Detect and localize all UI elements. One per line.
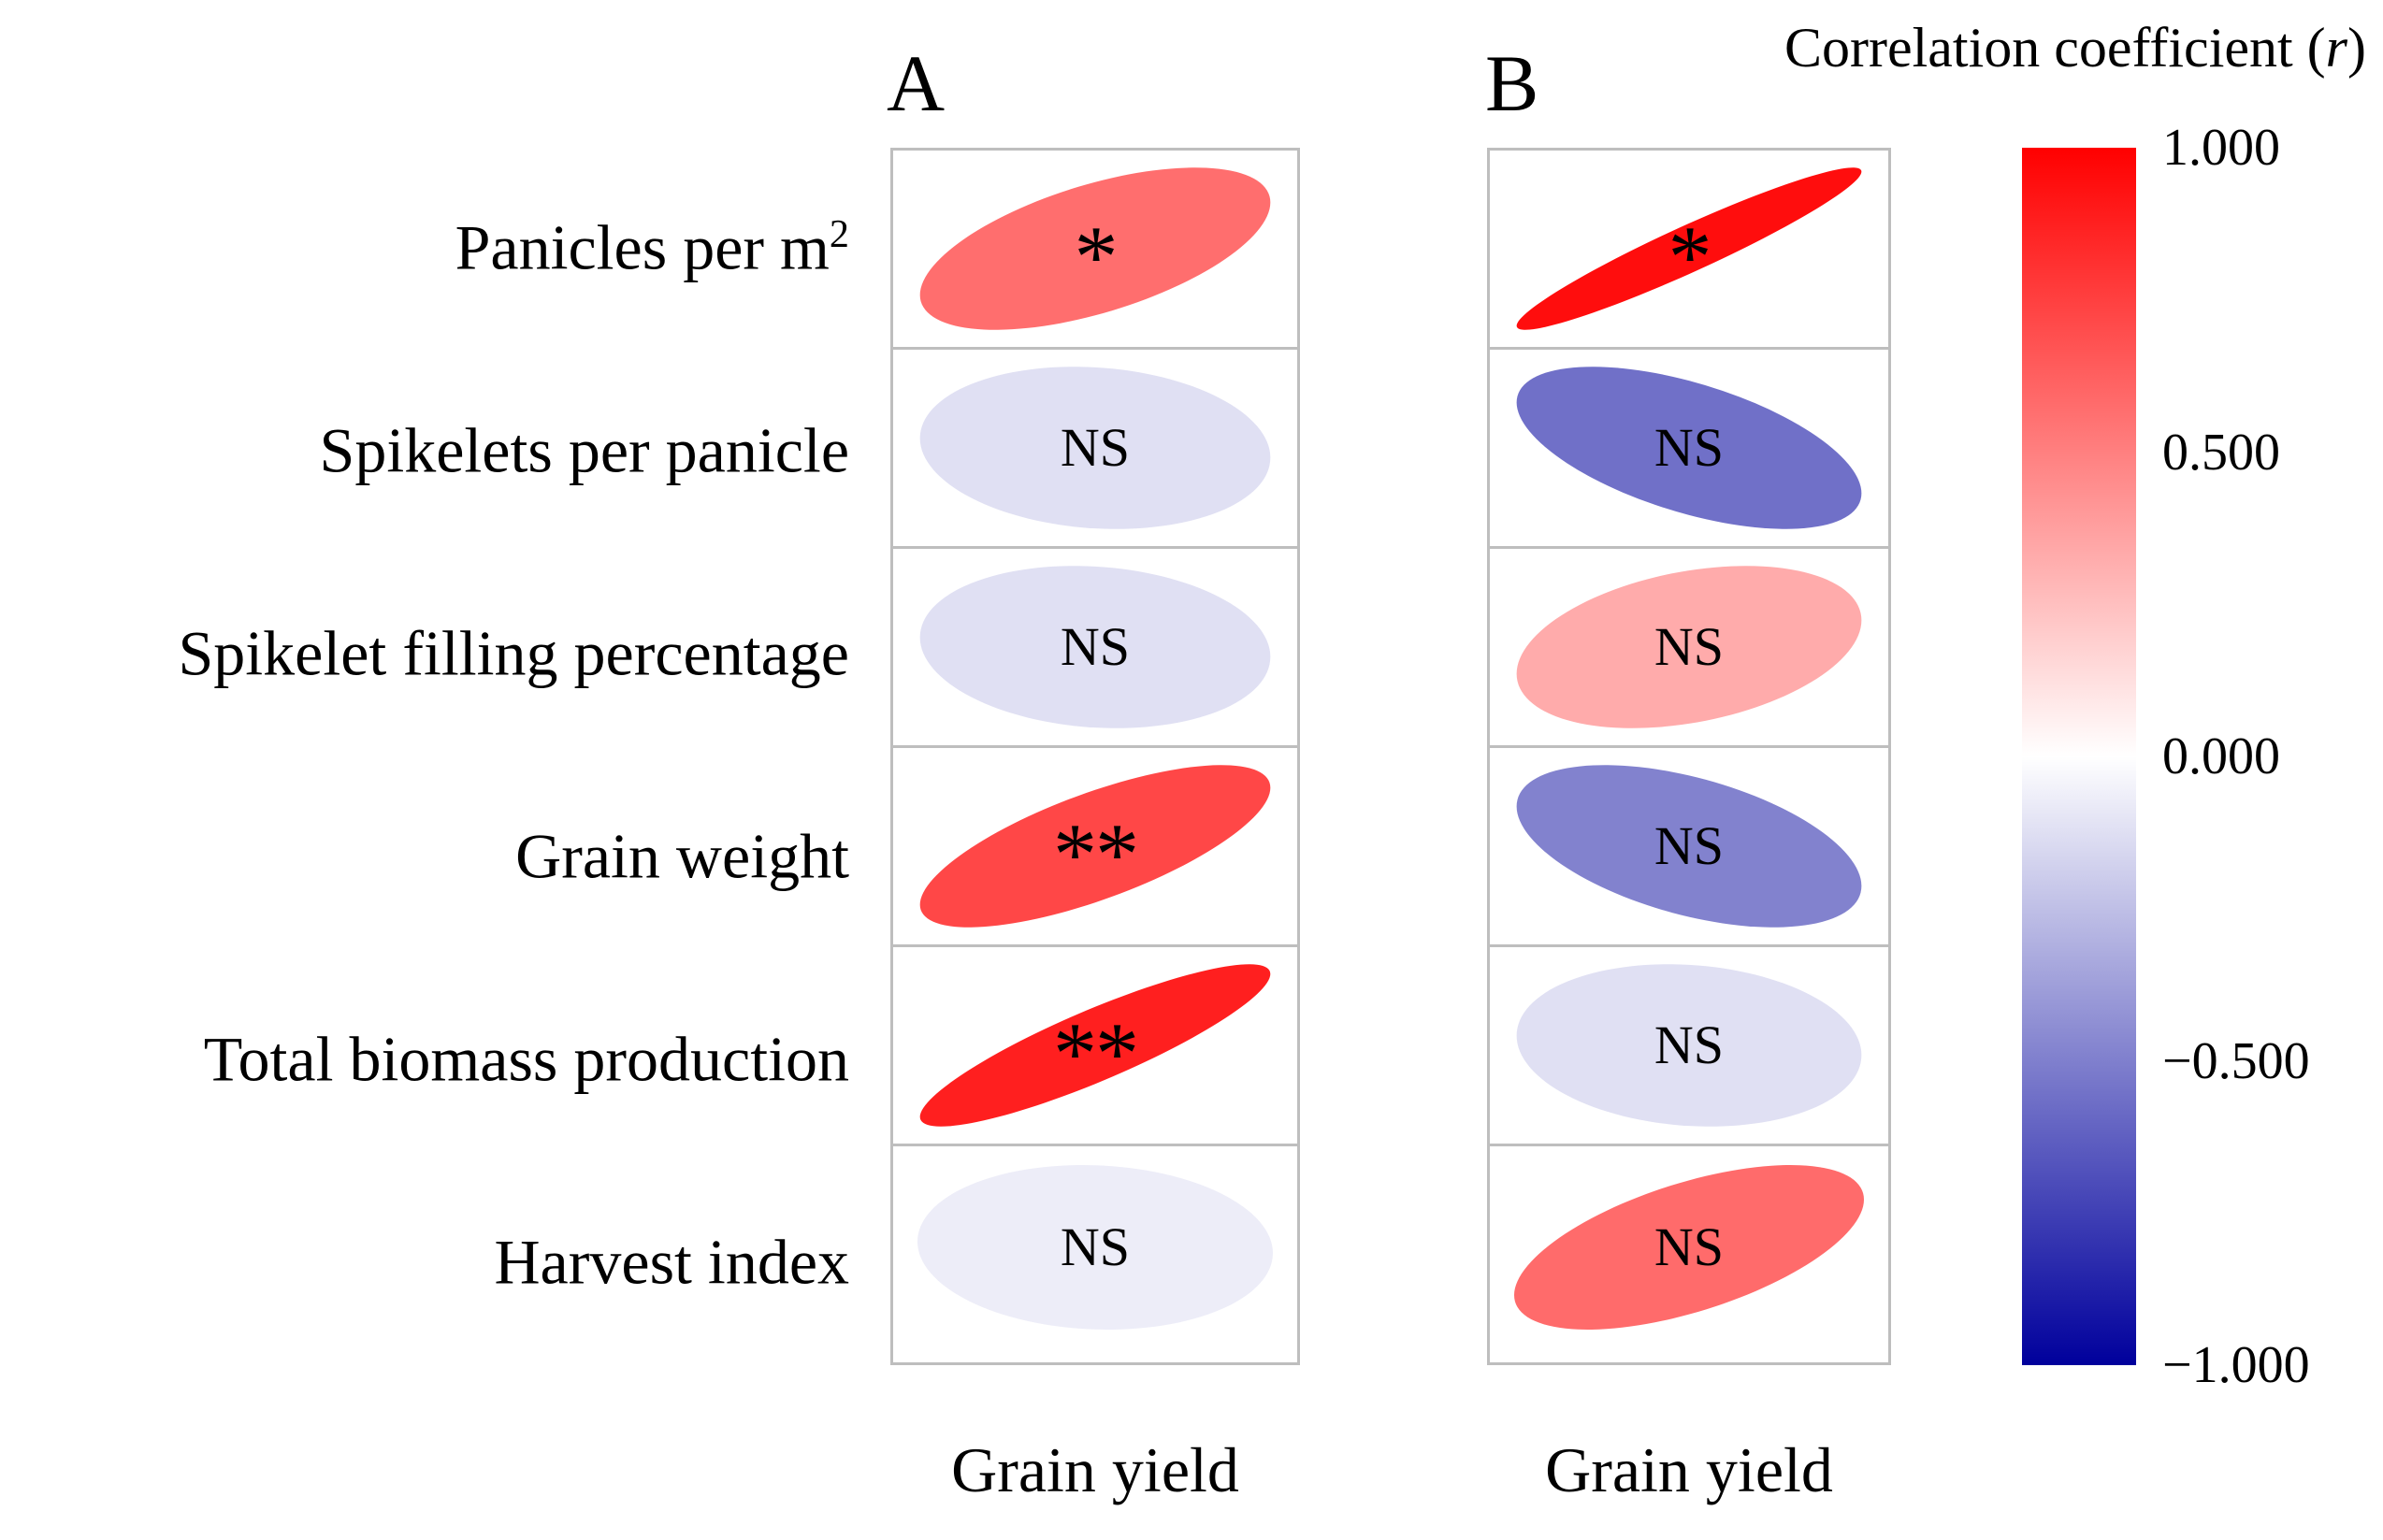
correlation-ellipse <box>919 167 1271 330</box>
colorbar-tick: 0.500 <box>2162 423 2280 482</box>
row-label-text: Grain weight <box>515 819 849 891</box>
row-label-superscript: 2 <box>829 211 849 256</box>
significance-label: ** <box>1053 806 1139 903</box>
colorbar-title: Correlation coefficient (r) <box>1784 17 2366 79</box>
correlation-cell: NS <box>893 1146 1297 1348</box>
correlation-cell: NS <box>1490 350 1888 549</box>
correlation-ellipse <box>1516 167 1862 330</box>
correlation-ellipse-canvas <box>1516 367 1862 529</box>
correlation-ellipse-canvas <box>1516 765 1862 928</box>
significance-label: NS <box>1060 417 1131 478</box>
significance-label: * <box>1668 209 1712 306</box>
row-label-text: Harvest index <box>494 1225 849 1297</box>
colorbar-tick: 0.000 <box>2162 727 2280 785</box>
correlation-cell: NS <box>1490 1146 1888 1348</box>
correlation-ellipse-canvas <box>919 765 1271 928</box>
row-label-text: Panicles per m <box>455 211 830 283</box>
correlation-cell: NS <box>1490 748 1888 947</box>
correlation-ellipse <box>919 367 1271 529</box>
row-label: Harvest index <box>0 1230 849 1293</box>
correlation-ellipse-canvas <box>919 367 1271 529</box>
row-label: Total biomass production <box>0 1027 849 1090</box>
panel-a-label: A <box>887 38 946 128</box>
correlation-ellipse <box>1516 765 1862 928</box>
significance-label: * <box>1074 209 1119 306</box>
correlation-ellipse-canvas <box>1514 1165 1864 1330</box>
correlation-ellipse <box>919 566 1271 728</box>
correlation-ellipse <box>1516 367 1862 529</box>
significance-label: NS <box>1654 616 1725 677</box>
significance-label: NS <box>1060 1216 1131 1277</box>
correlation-cell: NS <box>1490 549 1888 748</box>
panel-b-grid: * NS NS NS NS NS <box>1487 148 1891 1365</box>
correlation-ellipse <box>919 765 1271 928</box>
panel-b-label: B <box>1485 38 1539 128</box>
correlation-ellipse <box>1516 964 1862 1127</box>
row-label: Grain weight <box>0 824 849 887</box>
row-label: Spikelet filling percentage <box>0 621 849 684</box>
correlation-cell: ** <box>893 947 1297 1146</box>
correlation-ellipse <box>1516 566 1862 728</box>
correlation-ellipse-canvas <box>1516 964 1862 1127</box>
colorbar-tick: 1.000 <box>2162 119 2280 177</box>
significance-label: NS <box>1654 1015 1725 1075</box>
correlation-cell: * <box>893 151 1297 350</box>
row-label-text: Total biomass production <box>203 1022 849 1094</box>
x-axis-label-b: Grain yield <box>1545 1434 1833 1505</box>
row-label: Panicles per m2 <box>0 214 849 279</box>
correlation-ellipse-canvas <box>917 1165 1273 1330</box>
correlation-ellipse <box>917 1165 1273 1330</box>
significance-label: NS <box>1654 1216 1725 1277</box>
colorbar-tick: −1.000 <box>2162 1336 2310 1394</box>
row-label-text: Spikelet filling percentage <box>178 616 849 688</box>
correlation-ellipse <box>919 964 1271 1127</box>
colorbar-title-r-italic: r <box>2325 17 2348 79</box>
correlation-ellipse-canvas <box>1516 566 1862 728</box>
row-label-text: Spikelets per panicle <box>319 413 849 485</box>
correlation-ellipse-canvas <box>1516 167 1862 330</box>
correlation-ellipse-canvas <box>919 167 1271 330</box>
colorbar-title-close-paren: ) <box>2347 17 2366 79</box>
significance-label: ** <box>1053 1005 1139 1102</box>
correlation-ellipse-canvas <box>919 566 1271 728</box>
significance-label: NS <box>1060 616 1131 677</box>
correlation-cell: ** <box>893 748 1297 947</box>
correlation-cell: * <box>1490 151 1888 350</box>
correlation-cell: NS <box>1490 947 1888 1146</box>
correlation-ellipse <box>1514 1165 1864 1330</box>
colorbar-title-text: Correlation coefficient ( <box>1784 17 2326 79</box>
colorbar-gradient <box>2022 148 2136 1365</box>
correlation-cell: NS <box>893 350 1297 549</box>
significance-label: NS <box>1654 815 1725 876</box>
panel-a-grid: * NS NS ** ** NS <box>890 148 1300 1365</box>
significance-label: NS <box>1654 417 1725 478</box>
x-axis-label-a: Grain yield <box>951 1434 1239 1505</box>
correlation-cell: NS <box>893 549 1297 748</box>
row-label: Spikelets per panicle <box>0 418 849 482</box>
colorbar-tick: −0.500 <box>2162 1031 2310 1090</box>
correlation-ellipse-canvas <box>919 964 1271 1127</box>
